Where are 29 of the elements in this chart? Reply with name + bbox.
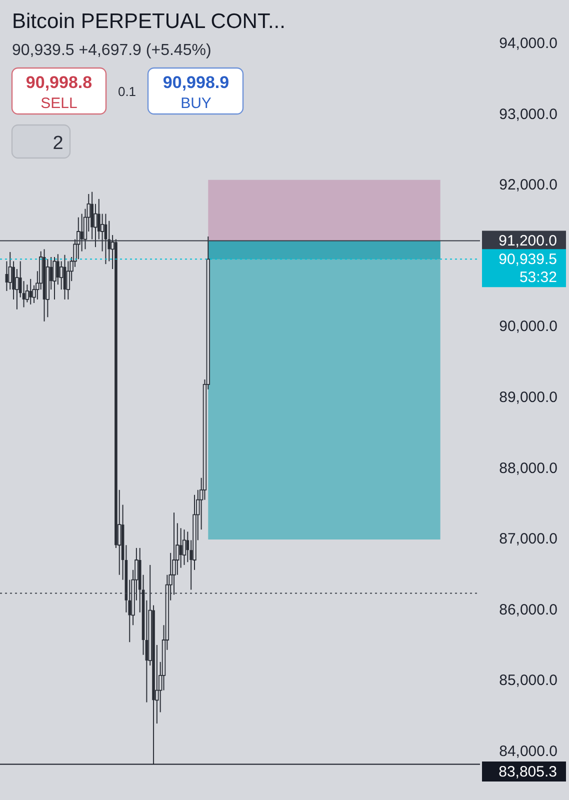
ref-line-label: 83,805.3	[498, 763, 557, 780]
ref-line-label: 90,939.5 53:32	[498, 251, 557, 286]
candlestick	[56, 254, 60, 286]
annotation: 90,998.8	[26, 73, 92, 92]
annotation: 2	[52, 133, 64, 154]
y-tick-label: 89,000.0	[499, 388, 558, 406]
y-tick-label: 87,000.0	[499, 530, 558, 548]
y-tick-label: 84,000.0	[499, 742, 558, 760]
candlestick	[179, 528, 182, 568]
annotation: SELL	[40, 95, 78, 112]
candlestick	[104, 213, 108, 265]
y-tick-label: 92,000.0	[499, 176, 558, 194]
y-tick-label: 94,000.0	[499, 34, 558, 52]
candlestick	[94, 203, 98, 248]
annotation: 90,998.9	[162, 73, 230, 92]
annotation: BUY	[180, 95, 212, 112]
y-tick-label: 88,000.0	[499, 460, 558, 477]
y-tick-label: 93,000.0	[499, 106, 558, 123]
text: 90,939.5 +4,697.9 (+5.45%)	[12, 42, 212, 59]
annotation: 0.1	[118, 84, 136, 99]
text: Bitcoin PERPETUAL CONT...	[12, 10, 286, 33]
candlestick	[52, 256, 56, 300]
y-tick-label: 86,000.0	[499, 601, 558, 618]
candlestick	[182, 529, 186, 566]
candlestick	[80, 213, 84, 252]
ref-line-label: 91,200.0	[498, 232, 557, 250]
y-tick-label: 90,000.0	[499, 318, 558, 336]
candlestick	[29, 278, 32, 305]
y-tick-label: 85,000.0	[499, 672, 558, 690]
